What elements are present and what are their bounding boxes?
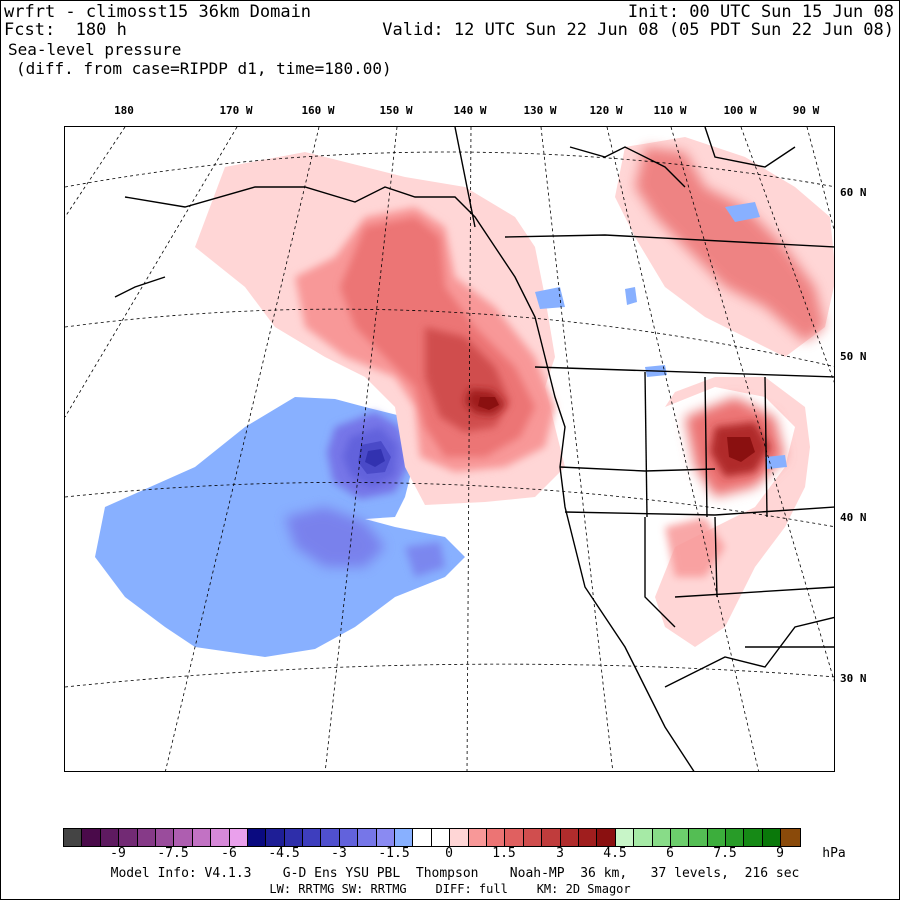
colorbar-swatch — [339, 829, 359, 846]
colorbar-swatch — [358, 829, 377, 846]
cbar-units: hPa — [822, 846, 846, 861]
colorbar-swatch — [762, 829, 782, 846]
colorbar-swatch — [744, 829, 763, 846]
colorbar-swatch — [376, 829, 396, 846]
cbar-tick: -4.5 — [268, 846, 300, 861]
colorbar-swatch — [670, 829, 690, 846]
lon-label-150w: 150 W — [379, 104, 413, 117]
cbar-tick: -6 — [221, 846, 237, 861]
lon-label-130w: 130 W — [523, 104, 557, 117]
colorbar-swatch — [321, 829, 340, 846]
colorbar-swatch — [64, 829, 83, 846]
forecast-hour: Fcst: 180 h — [4, 20, 127, 40]
lat-label-50n: 50 N — [840, 350, 867, 363]
model-title: wrfrt - climosst15 36km Domain — [4, 2, 312, 22]
cbar-tick: 1.5 — [492, 846, 516, 861]
cbar-tick: 4.5 — [603, 846, 627, 861]
colorbar-swatch — [174, 829, 193, 846]
model-info: Model Info: V4.1.3 G-D Ens YSU PBL Thomp… — [110, 866, 800, 881]
lon-label-140w: 140 W — [453, 104, 487, 117]
colorbar-swatch — [505, 829, 524, 846]
cbar-tick: 3 — [556, 846, 564, 861]
colorbar-swatch — [652, 829, 671, 846]
cbar-tick: 7.5 — [713, 846, 737, 861]
map-canvas — [65, 127, 834, 771]
colorbar-swatch — [634, 829, 653, 846]
color-bar — [63, 828, 801, 847]
colorbar-swatch — [229, 829, 248, 846]
colorbar-swatch — [247, 829, 267, 846]
colorbar-swatch — [155, 829, 175, 846]
lon-label-110w: 110 W — [653, 104, 687, 117]
colorbar-swatch — [689, 829, 708, 846]
coastlines-and-borders — [114, 127, 834, 771]
colorbar-swatch — [450, 829, 469, 846]
lon-label-120w: 120 W — [589, 104, 623, 117]
negative-anomaly-fill — [95, 397, 465, 657]
positive-anomaly-fill — [195, 137, 834, 647]
lon-label-160w: 160 W — [301, 104, 335, 117]
lon-label-180: 180 — [114, 104, 134, 117]
field-name: Sea-level pressure — [8, 40, 182, 59]
colorbar-swatch — [284, 829, 304, 846]
colorbar-swatch — [486, 829, 506, 846]
cbar-tick: 6 — [666, 846, 674, 861]
lat-label-60n: 60 N — [840, 186, 867, 199]
cbar-tick: -9 — [110, 846, 126, 861]
colorbar-swatch — [597, 829, 616, 846]
colorbar-swatch — [137, 829, 156, 846]
colorbar-swatch — [211, 829, 230, 846]
cbar-tick: -3 — [331, 846, 347, 861]
map-panel — [64, 126, 835, 772]
colorbar-swatch — [119, 829, 138, 846]
colorbar-swatch — [192, 829, 212, 846]
init-time: Init: 00 UTC Sun 15 Jun 08 — [627, 2, 894, 22]
colorbar-swatch — [395, 829, 414, 846]
colorbar-swatch — [413, 829, 432, 846]
lat-label-40n: 40 N — [840, 511, 867, 524]
lon-label-170w: 170 W — [219, 104, 253, 117]
cbar-tick: 9 — [776, 846, 784, 861]
colorbar-swatch — [578, 829, 598, 846]
diff-note: (diff. from case=RIPDP d1, time=180.00) — [16, 59, 392, 78]
cbar-tick: 0 — [445, 846, 453, 861]
colorbar-swatch — [431, 829, 451, 846]
graticule — [65, 127, 834, 771]
cbar-tick: -7.5 — [157, 846, 189, 861]
colorbar-swatch — [707, 829, 727, 846]
lon-label-100w: 100 W — [723, 104, 757, 117]
small-negative-patches — [535, 202, 787, 469]
colorbar-swatch — [615, 829, 635, 846]
valid-time: Valid: 12 UTC Sun 22 Jun 08 (05 PDT Sun … — [382, 20, 894, 40]
lat-label-30n: 30 N — [840, 672, 867, 685]
physics-info: LW: RRTMG SW: RRTMG DIFF: full KM: 2D Sm… — [269, 882, 631, 896]
cbar-tick: -1.5 — [378, 846, 410, 861]
colorbar-swatch — [726, 829, 745, 846]
lon-label-90w: 90 W — [792, 104, 820, 117]
colorbar-swatch — [523, 829, 543, 846]
colorbar-swatch — [560, 829, 579, 846]
colorbar-swatch — [82, 829, 101, 846]
colorbar-swatch — [303, 829, 322, 846]
colorbar-swatch — [468, 829, 487, 846]
colorbar-swatch — [100, 829, 120, 846]
colorbar-swatch — [266, 829, 285, 846]
colorbar-swatch — [542, 829, 561, 846]
colorbar-swatch — [781, 829, 800, 846]
